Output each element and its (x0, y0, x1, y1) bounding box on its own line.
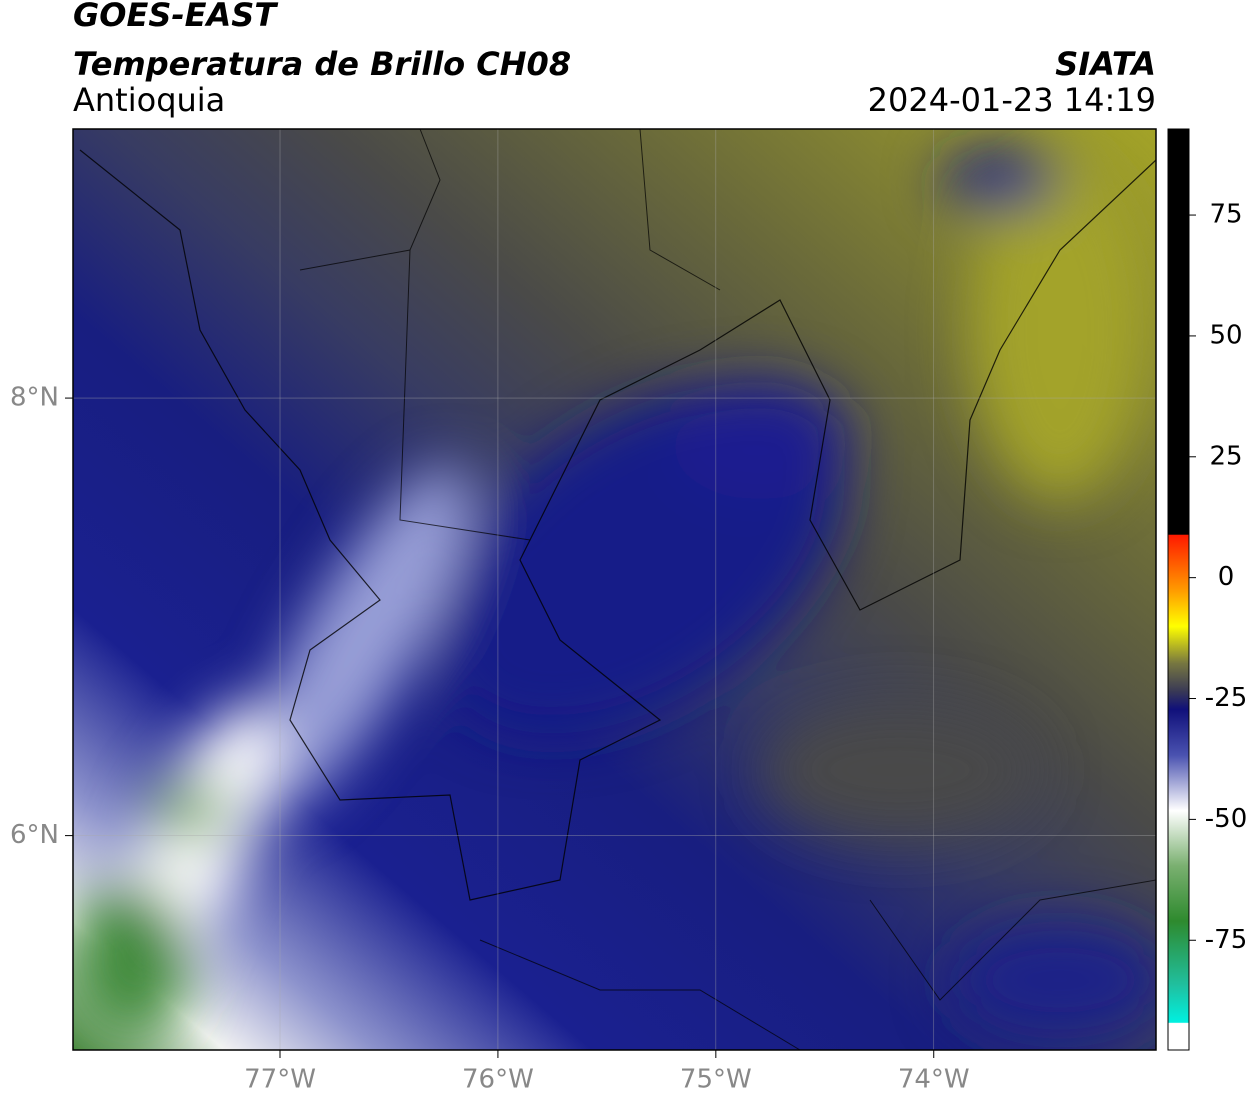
colorbar-tick-label: 25 (1209, 441, 1242, 471)
x-tick-label: 75°W (680, 1065, 752, 1095)
colorbar-tick-label: 50 (1209, 320, 1242, 350)
region: Antioquia (73, 81, 225, 119)
colorbar-tick-label: 0 (1218, 562, 1235, 592)
colorbar-tick-label: -25 (1205, 683, 1247, 713)
y-tick-label: 6°N (10, 820, 59, 850)
map-image (73, 129, 1156, 1050)
colorbar-tick-label: -50 (1205, 804, 1247, 834)
x-tick-label: 74°W (898, 1065, 970, 1095)
colorbar-tick-label: 75 (1209, 200, 1242, 230)
agency: SIATA (1055, 45, 1156, 83)
product: Temperatura de Brillo CH08 (73, 45, 571, 83)
x-tick-label: 76°W (462, 1065, 534, 1095)
colorbar-tick-label: -75 (1205, 925, 1247, 955)
satellite: GOES-EAST (73, 0, 278, 34)
x-tick-label: 77°W (244, 1065, 316, 1095)
datetime: 2024-01-23 14:19 (868, 81, 1156, 119)
colorbar (1167, 128, 1190, 1051)
map-frame (72, 128, 1157, 1051)
y-tick-label: 8°N (10, 383, 59, 413)
